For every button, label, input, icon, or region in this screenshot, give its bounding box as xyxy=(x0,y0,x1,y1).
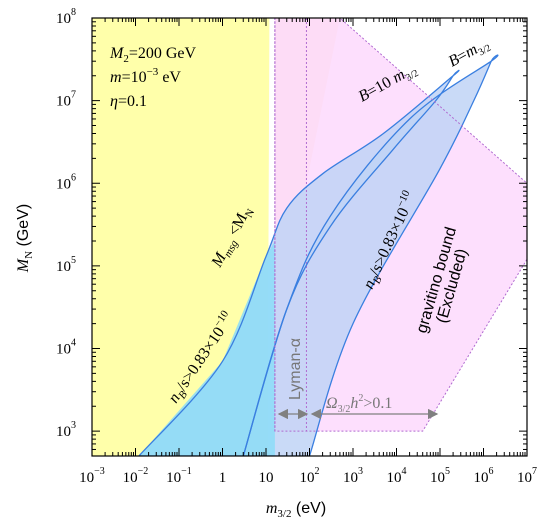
y-tick-label: 105 xyxy=(56,255,76,275)
x-tick-label: 102 xyxy=(300,466,320,486)
x-tick-label: 104 xyxy=(387,466,407,486)
contour-b10-fill xyxy=(138,70,459,456)
msg-excluded-region xyxy=(92,18,270,456)
x-tick-labels: 10−3 10−2 10−1 1 10 102 103 104 105 106 107 xyxy=(79,466,537,486)
contour-b1-fill xyxy=(243,55,498,456)
gravitino-bound-border xyxy=(274,18,527,432)
y-axis-label: MN (GeV) xyxy=(15,204,35,273)
x-tick-label: 1 xyxy=(219,470,227,486)
contour-b10-line xyxy=(138,69,460,456)
x-tick-label: 10−2 xyxy=(123,466,149,486)
x-tick-label: 103 xyxy=(343,466,363,486)
y-tick-label: 104 xyxy=(56,338,76,358)
param-m: m=10−3 eV xyxy=(110,66,181,86)
param-eta: η=0.1 xyxy=(110,93,147,110)
y-tick-label: 107 xyxy=(56,90,76,110)
lyman-alpha-label: Lyman-α xyxy=(287,338,304,400)
y-tick-label: 106 xyxy=(56,172,76,192)
x-tick-label: 10 xyxy=(259,470,274,486)
x-tick-label: 10−3 xyxy=(79,466,105,486)
y-tick-labels: 103 104 105 106 107 108 xyxy=(56,7,76,440)
contour-b1-line xyxy=(242,54,499,456)
x-tick-label: 106 xyxy=(474,466,494,486)
x-tick-label: 107 xyxy=(517,466,537,486)
relic-density-label: Ω3/2h2>0.1 xyxy=(326,393,392,415)
param-m2: M2=200 GeV xyxy=(109,45,197,65)
y-tick-label: 108 xyxy=(56,7,76,27)
x-tick-label: 10−1 xyxy=(166,466,192,486)
baryon-asymmetry-allowed-fill xyxy=(138,241,275,456)
x-axis-label: m3/2 (eV) xyxy=(266,500,326,520)
x-tick-label: 105 xyxy=(430,466,450,486)
y-tick-label: 103 xyxy=(56,420,76,440)
axis-ticks xyxy=(91,18,528,457)
